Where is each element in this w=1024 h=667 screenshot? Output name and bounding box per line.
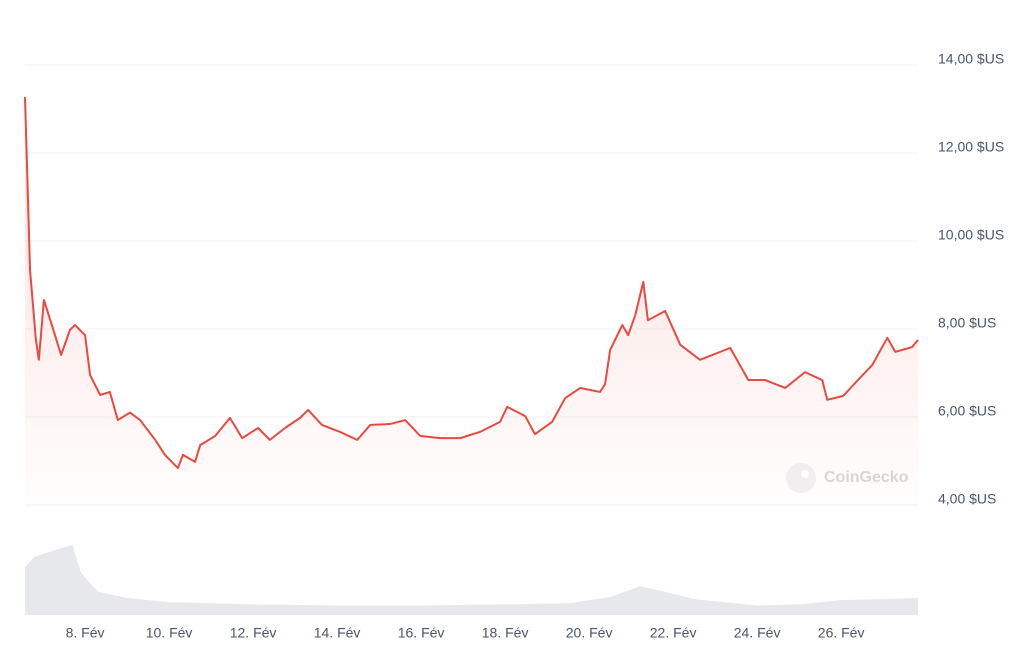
x-tick-label: 16. Fév [398,625,445,641]
y-tick-label: 14,00 $US [938,51,1004,67]
x-tick-label: 20. Fév [566,625,613,641]
x-tick-label: 10. Fév [146,625,193,641]
watermark-text: CoinGecko [824,469,909,486]
x-tick-label: 18. Fév [482,625,529,641]
y-tick-label: 12,00 $US [938,139,1004,155]
volume-area [25,545,918,615]
price-area [25,97,918,506]
x-tick-label: 22. Fév [650,625,697,641]
x-tick-label: 24. Fév [734,625,781,641]
x-tick-label: 14. Fév [314,625,361,641]
price-line [24,97,919,470]
watermark: CoinGecko [786,463,909,493]
watermark-logo [786,463,816,493]
watermark-logo-eye [801,470,809,478]
y-tick-label: 6,00 $US [938,403,996,419]
y-tick-label: 10,00 $US [938,227,1004,243]
x-tick-label: 8. Fév [66,625,105,641]
y-tick-label: 4,00 $US [938,491,996,507]
x-tick-label: 12. Fév [230,625,277,641]
x-tick-label: 26. Fév [818,625,865,641]
y-tick-label: 8,00 $US [938,315,996,331]
